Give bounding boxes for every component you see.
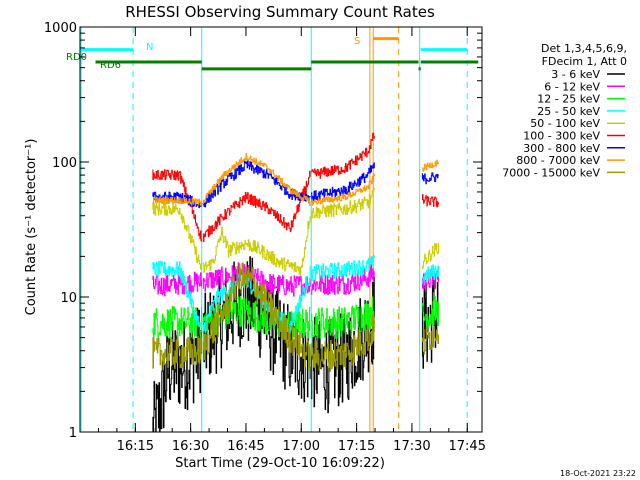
series-line: [421, 172, 439, 185]
flag-label: N: [146, 42, 153, 53]
series-line: [202, 153, 311, 207]
series-line: [152, 260, 203, 329]
series-line: [311, 173, 375, 206]
series-line: [421, 242, 439, 269]
series-line: [421, 295, 439, 333]
legend-entry: 25 - 50 keV: [537, 105, 600, 118]
legend: Det 1,3,4,5,6,9,FDecim 1, Att 03 - 6 keV…: [502, 42, 627, 179]
chart-title: RHESSI Observing Summary Count Rates: [125, 3, 435, 21]
plot-frame: [79, 26, 483, 433]
series-line: [421, 194, 439, 208]
series-line: [202, 256, 311, 403]
y-tick-label: 10: [60, 291, 77, 306]
y-tick-labels: 1 10 100 1000: [44, 21, 77, 441]
series-line: [311, 132, 375, 179]
series-line: [421, 264, 439, 284]
x-tick-label: 16:30: [172, 439, 209, 454]
series-line: [152, 169, 203, 242]
y-tick-label: 100: [52, 156, 77, 171]
series-line: [152, 271, 203, 297]
series-line: [311, 313, 375, 372]
series-line: [311, 264, 375, 295]
series-line: [421, 325, 439, 355]
y-axis-label: Count Rate (s⁻¹ detector⁻¹): [24, 139, 39, 316]
x-tick-label: 17:30: [393, 439, 430, 454]
legend-entry: 800 - 7000 keV: [516, 154, 600, 167]
series-line: [202, 262, 311, 297]
series-line: [311, 255, 375, 282]
series-line: [152, 201, 203, 270]
series-line: [311, 162, 375, 203]
x-tick-label: 17:15: [338, 439, 375, 454]
x-tick-label: 16:45: [227, 439, 264, 454]
x-tick-labels: 16:15 16:30 16:45 17:00 17:15 17:30 17:45: [117, 439, 486, 454]
series-line: [202, 170, 311, 243]
legend-entry: 300 - 800 keV: [523, 142, 600, 155]
y-tick-label: 1: [69, 426, 77, 441]
legend-entry: 50 - 100 keV: [530, 117, 600, 130]
series-line: [202, 262, 311, 371]
plot-area: RD0 RD6 N S: [66, 26, 483, 433]
legend-entry: 100 - 300 keV: [523, 130, 600, 143]
legend-header: Det 1,3,4,5,6,9,: [541, 42, 627, 55]
x-tick-label: 17:00: [283, 439, 320, 454]
legend-entry: 3 - 6 keV: [551, 68, 600, 81]
series-line: [202, 216, 311, 277]
flag-label: S: [354, 36, 360, 47]
plot-timestamp: 18-Oct-2021 23:22: [560, 469, 636, 478]
series-line: [152, 196, 203, 206]
x-axis-label: Start Time (29-Oct-10 16:09:22): [175, 456, 385, 471]
series-line: [152, 335, 203, 371]
series-line: [311, 187, 375, 219]
legend-entry: 6 - 12 keV: [544, 80, 600, 93]
y-tick-label: 1000: [44, 21, 77, 36]
series-line: [202, 160, 311, 208]
series-line: [421, 159, 439, 172]
legend-header: FDecim 1, Att 0: [542, 55, 627, 68]
x-tick-label: 17:45: [449, 439, 486, 454]
x-tick-label: 16:15: [117, 439, 154, 454]
flag-label: RD6: [100, 60, 121, 71]
series-line: [311, 296, 375, 339]
flag-label: RD0: [66, 52, 87, 63]
legend-entry: 12 - 25 keV: [537, 93, 600, 106]
legend-entry: 7000 - 15000 keV: [502, 166, 600, 179]
